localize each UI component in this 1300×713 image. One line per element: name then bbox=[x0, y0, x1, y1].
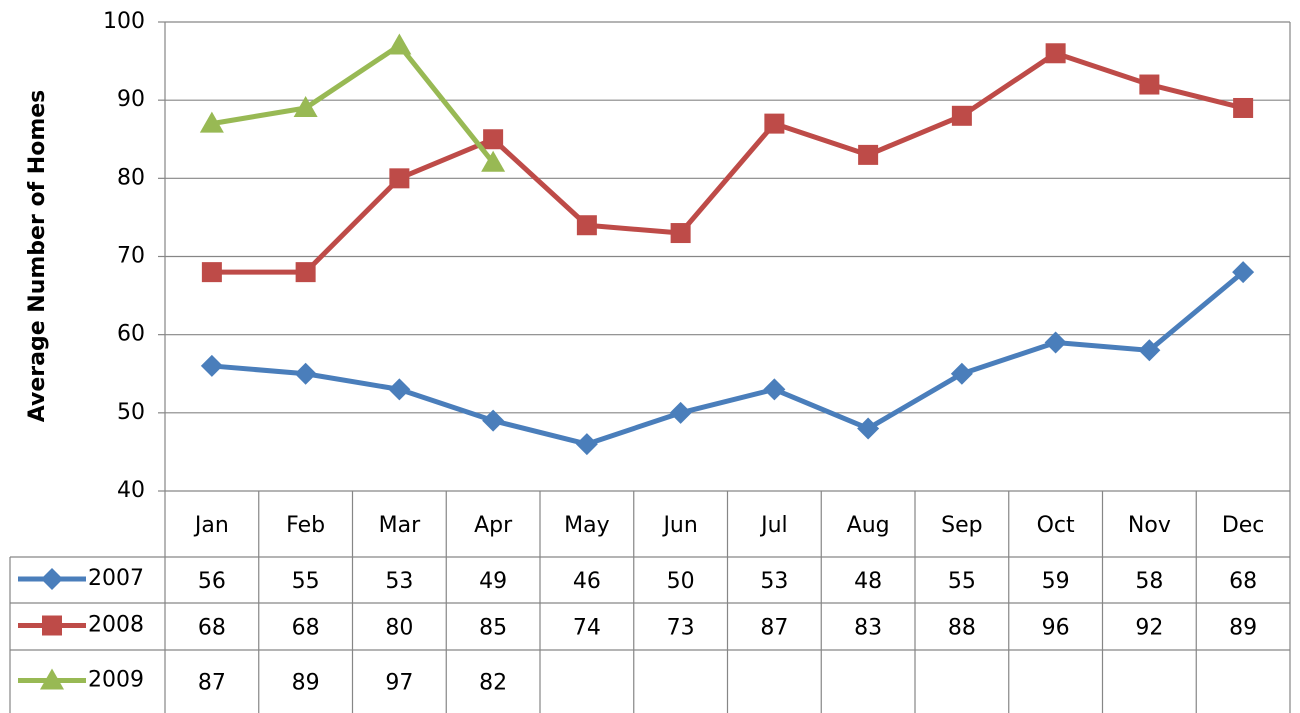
table-value: 55 bbox=[292, 569, 320, 594]
marker bbox=[1233, 97, 1254, 118]
x-tick-label: Jan bbox=[193, 513, 229, 538]
table-value: 88 bbox=[948, 616, 976, 641]
table-value: 50 bbox=[667, 569, 695, 594]
marker bbox=[1232, 261, 1255, 284]
marker bbox=[670, 223, 691, 244]
x-tick-label: Jun bbox=[661, 513, 697, 538]
y-tick-label: 100 bbox=[103, 9, 145, 34]
table-value: 82 bbox=[479, 671, 507, 696]
marker bbox=[575, 433, 598, 456]
marker bbox=[576, 215, 597, 236]
table-value: 87 bbox=[198, 671, 226, 696]
table-value: 68 bbox=[292, 616, 320, 641]
marker bbox=[200, 354, 223, 377]
series-line bbox=[211, 42, 496, 165]
table-value: 96 bbox=[1042, 616, 1070, 641]
series-line bbox=[211, 270, 1245, 447]
marker bbox=[42, 615, 62, 636]
table-value: 85 bbox=[479, 616, 507, 641]
marker bbox=[295, 262, 316, 283]
table-value: 49 bbox=[479, 569, 507, 594]
x-tick-label: Nov bbox=[1128, 513, 1171, 538]
y-tick-label: 70 bbox=[117, 244, 145, 269]
marker bbox=[1139, 74, 1160, 95]
marker bbox=[1044, 331, 1067, 354]
table-value: 89 bbox=[1229, 616, 1257, 641]
y-tick-label: 80 bbox=[117, 165, 145, 190]
marker bbox=[201, 262, 222, 283]
table-value: 92 bbox=[1135, 616, 1163, 641]
legend-label: 2007 bbox=[88, 566, 144, 591]
marker bbox=[1138, 339, 1161, 362]
x-tick-label: May bbox=[564, 513, 609, 538]
table-value: 46 bbox=[573, 569, 601, 594]
marker bbox=[293, 95, 318, 117]
x-tick-label: Apr bbox=[474, 513, 513, 538]
legend-label: 2008 bbox=[88, 613, 144, 638]
x-tick-label: Sep bbox=[941, 513, 982, 538]
marker bbox=[389, 168, 410, 189]
series-line bbox=[211, 50, 1244, 275]
marker bbox=[858, 144, 879, 165]
table-value: 53 bbox=[385, 569, 413, 594]
table-value: 58 bbox=[1135, 569, 1163, 594]
marker bbox=[387, 33, 412, 55]
marker bbox=[483, 129, 504, 150]
marker bbox=[41, 568, 63, 590]
table-value: 73 bbox=[667, 616, 695, 641]
table-value: 48 bbox=[854, 569, 882, 594]
y-tick-label: 50 bbox=[117, 400, 145, 425]
table-value: 97 bbox=[385, 671, 413, 696]
x-tick-label: Feb bbox=[286, 513, 325, 538]
marker bbox=[1045, 43, 1066, 64]
marker bbox=[951, 105, 972, 126]
marker bbox=[40, 668, 64, 690]
marker bbox=[669, 401, 692, 424]
marker bbox=[763, 378, 786, 401]
table-value: 53 bbox=[760, 569, 788, 594]
table-value: 68 bbox=[198, 616, 226, 641]
table-value: 74 bbox=[573, 616, 601, 641]
table-value: 80 bbox=[385, 616, 413, 641]
x-tick-label: Jul bbox=[759, 513, 788, 538]
x-tick-label: Aug bbox=[847, 513, 890, 538]
y-tick-label: 60 bbox=[117, 322, 145, 347]
y-axis-title: Average Number of Homes bbox=[25, 90, 50, 423]
table-value: 68 bbox=[1229, 569, 1257, 594]
table-value: 55 bbox=[948, 569, 976, 594]
marker bbox=[482, 409, 505, 432]
marker bbox=[388, 378, 411, 401]
table-value: 87 bbox=[760, 616, 788, 641]
x-tick-label: Oct bbox=[1037, 513, 1075, 538]
marker bbox=[950, 362, 973, 385]
legend-label: 2009 bbox=[88, 668, 144, 693]
marker bbox=[857, 417, 880, 440]
marker bbox=[481, 150, 506, 172]
y-tick-label: 90 bbox=[117, 87, 145, 112]
table-value: 59 bbox=[1042, 569, 1070, 594]
table-value: 56 bbox=[198, 569, 226, 594]
x-tick-label: Dec bbox=[1222, 513, 1265, 538]
y-tick-label: 40 bbox=[117, 478, 145, 503]
table-value: 83 bbox=[854, 616, 882, 641]
marker bbox=[199, 111, 224, 133]
marker bbox=[294, 362, 317, 385]
table-value: 89 bbox=[292, 671, 320, 696]
marker bbox=[764, 113, 785, 134]
x-tick-label: Mar bbox=[379, 513, 421, 538]
